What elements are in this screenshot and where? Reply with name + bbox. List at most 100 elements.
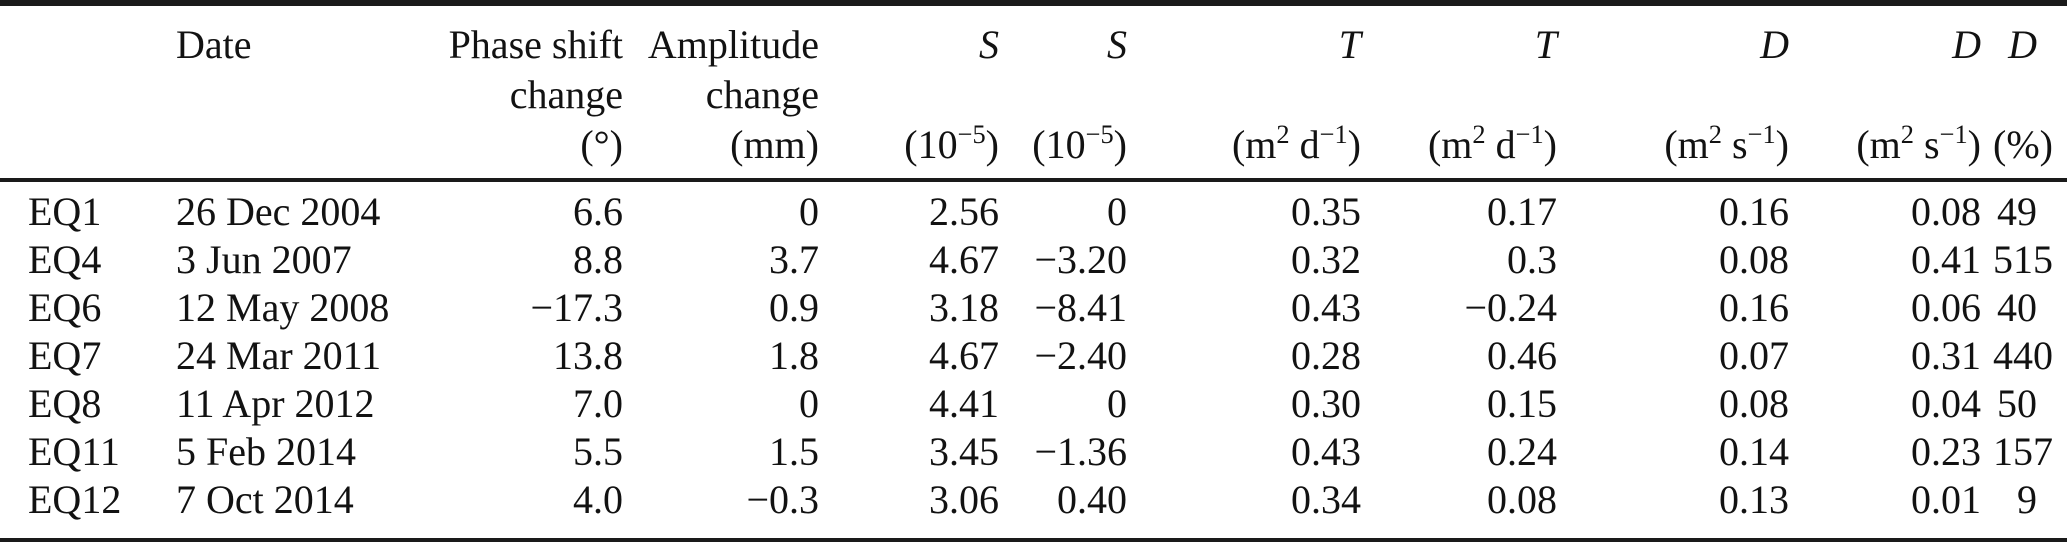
header-s-change-symbol: S (1107, 22, 1127, 67)
d-value-cell: 0.08 (1719, 381, 1789, 426)
s-change-cell: −3.20 (1034, 237, 1127, 282)
table-row: EQ8 11 Apr 2012 7.0 0 4.41 0 0.30 0.15 0… (0, 380, 2067, 428)
t-change-cell: 0.08 (1487, 477, 1557, 522)
s-change-cell: 0 (1107, 189, 1127, 234)
event-id-cell: EQ4 (28, 237, 102, 282)
header-d-percent-unit: (%) (1993, 122, 2053, 167)
header-empty (0, 3, 150, 180)
t-value-cell: 0.43 (1291, 285, 1361, 330)
event-id-cell: EQ8 (28, 381, 102, 426)
header-s: S (10−5) (831, 3, 1011, 180)
t-change-cell: 0.15 (1487, 381, 1557, 426)
phase-shift-cell: 5.5 (573, 429, 623, 474)
header-spacer (1139, 70, 1361, 120)
event-date-cell: 12 May 2008 (176, 285, 390, 330)
amplitude-cell: 0.9 (769, 285, 819, 330)
header-d-change: D (m2 s−1) (1801, 3, 1993, 180)
s-value-cell: 2.56 (929, 189, 999, 234)
event-date-cell: 11 Apr 2012 (176, 381, 375, 426)
s-value-cell: 3.06 (929, 477, 999, 522)
amplitude-cell: 1.5 (769, 429, 819, 474)
header-spacer (1993, 70, 2037, 120)
event-id-cell: EQ11 (28, 429, 120, 474)
t-change-cell: 0.24 (1487, 429, 1557, 474)
header-amplitude-unit: (mm) (730, 122, 819, 167)
d-value-cell: 0.14 (1719, 429, 1789, 474)
event-date-cell: 26 Dec 2004 (176, 189, 381, 234)
d-percent-cell: 50 (1997, 381, 2037, 426)
t-change-cell: 0.46 (1487, 333, 1557, 378)
event-id-cell: EQ7 (28, 333, 102, 378)
header-s-symbol: S (979, 22, 999, 67)
header-d-unit: (m2 s−1) (1664, 119, 1789, 167)
header-date-label: Date (176, 22, 252, 67)
header-t-change: T (m2 d−1) (1373, 3, 1569, 180)
table-row: EQ4 3 Jun 2007 8.8 3.7 4.67 −3.20 0.32 0… (0, 236, 2067, 284)
d-percent-cell: 440 (1993, 333, 2053, 378)
s-change-cell: −1.36 (1034, 429, 1127, 474)
event-id-cell: EQ1 (28, 189, 102, 234)
d-change-cell: 0.04 (1911, 381, 1981, 426)
d-change-cell: 0.23 (1911, 429, 1981, 474)
header-d-percent: D (%) (1993, 3, 2067, 180)
table-row: EQ12 7 Oct 2014 4.0 −0.3 3.06 0.40 0.34 … (0, 476, 2067, 540)
phase-shift-cell: 13.8 (553, 333, 623, 378)
s-change-cell: 0.40 (1057, 477, 1127, 522)
t-value-cell: 0.28 (1291, 333, 1361, 378)
header-s-change-unit: (10−5) (1032, 119, 1127, 167)
event-id-cell: EQ12 (28, 477, 122, 522)
table-header: Date Phase shift change (°) Amplitude ch… (0, 3, 2067, 180)
header-d-percent-symbol: D (2008, 22, 2037, 67)
d-percent-cell: 515 (1993, 237, 2053, 282)
table-row: EQ11 5 Feb 2014 5.5 1.5 3.45 −1.36 0.43 … (0, 428, 2067, 476)
header-spacer (831, 70, 999, 120)
event-date-cell: 3 Jun 2007 (176, 237, 352, 282)
d-value-cell: 0.08 (1719, 237, 1789, 282)
header-amplitude: Amplitude change (mm) (635, 3, 831, 180)
d-value-cell: 0.13 (1719, 477, 1789, 522)
header-spacer (1011, 70, 1127, 120)
table-body: EQ1 26 Dec 2004 6.6 0 2.56 0 0.35 0.17 0… (0, 180, 2067, 540)
s-value-cell: 4.67 (929, 333, 999, 378)
t-change-cell: 0.3 (1507, 237, 1557, 282)
header-phase-shift-unit: (°) (580, 122, 623, 167)
header-spacer (1801, 70, 1981, 120)
d-percent-cell: 9 (2017, 477, 2037, 522)
s-value-cell: 4.41 (929, 381, 999, 426)
d-change-cell: 0.06 (1911, 285, 1981, 330)
header-t-symbol: T (1338, 22, 1361, 67)
d-value-cell: 0.16 (1719, 189, 1789, 234)
header-d: D (m2 s−1) (1569, 3, 1801, 180)
header-t-change-unit: (m2 d−1) (1427, 119, 1557, 167)
t-value-cell: 0.35 (1291, 189, 1361, 234)
header-d-change-unit: (m2 s−1) (1856, 119, 1981, 167)
phase-shift-cell: 7.0 (573, 381, 623, 426)
header-amplitude-line1: Amplitude (647, 22, 819, 67)
amplitude-cell: −0.3 (746, 477, 819, 522)
d-value-cell: 0.07 (1719, 333, 1789, 378)
s-value-cell: 4.67 (929, 237, 999, 282)
header-spacer (176, 70, 430, 120)
s-value-cell: 3.18 (929, 285, 999, 330)
s-change-cell: −8.41 (1034, 285, 1127, 330)
amplitude-cell: 0 (799, 381, 819, 426)
t-value-cell: 0.32 (1291, 237, 1361, 282)
t-value-cell: 0.43 (1291, 429, 1361, 474)
d-percent-cell: 157 (1993, 429, 2053, 474)
header-s-change: S (10−5) (1011, 3, 1139, 180)
d-change-cell: 0.01 (1911, 477, 1981, 522)
header-t-change-symbol: T (1534, 22, 1557, 67)
header-t: T (m2 d−1) (1139, 3, 1373, 180)
header-d-change-symbol: D (1952, 22, 1981, 67)
header-row: Date Phase shift change (°) Amplitude ch… (0, 3, 2067, 180)
table-row: EQ6 12 May 2008 −17.3 0.9 3.18 −8.41 0.4… (0, 284, 2067, 332)
header-s-unit: (10−5) (904, 119, 999, 167)
header-spacer (1373, 70, 1557, 120)
s-change-cell: −2.40 (1034, 333, 1127, 378)
event-id-cell: EQ6 (28, 285, 102, 330)
phase-shift-cell: −17.3 (530, 285, 623, 330)
event-date-cell: 24 Mar 2011 (176, 333, 382, 378)
t-change-cell: 0.17 (1487, 189, 1557, 234)
